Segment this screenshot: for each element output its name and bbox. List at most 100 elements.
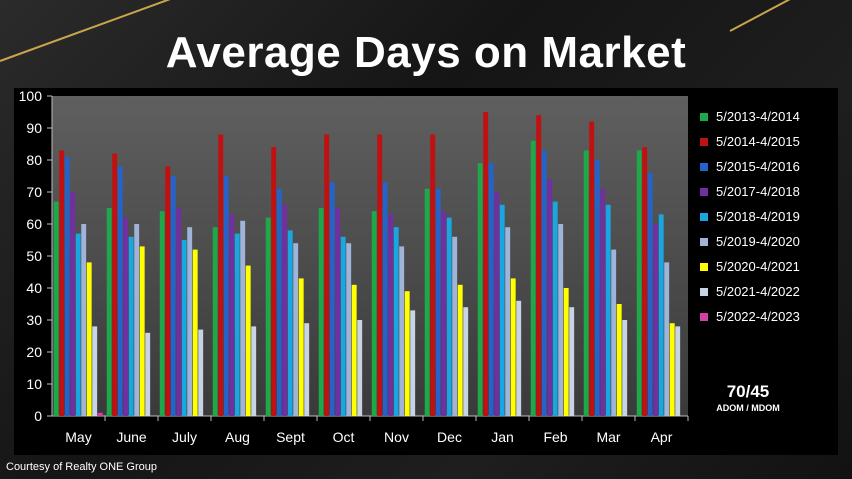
bar-june-series-1 bbox=[106, 208, 112, 416]
x-tick-label: July bbox=[172, 429, 197, 445]
y-tick-label: 80 bbox=[26, 152, 42, 168]
x-tick-label: Mar bbox=[596, 429, 620, 445]
bar-apr-series-3 bbox=[647, 172, 653, 416]
legend-label: 5/2018-4/2019 bbox=[716, 209, 800, 224]
y-tick-label: 30 bbox=[26, 312, 42, 328]
chart-legend: 5/2013-4/2014 5/2014-4/2015 5/2015-4/2016 5… bbox=[700, 104, 836, 329]
bar-oct-series-3 bbox=[329, 182, 335, 416]
bar-sept-series-6 bbox=[293, 243, 299, 416]
legend-item: 5/2013-4/2014 bbox=[700, 104, 836, 129]
bar-nov-series-2 bbox=[377, 134, 383, 416]
legend-label: 5/2014-4/2015 bbox=[716, 134, 800, 149]
x-tick-label: June bbox=[116, 429, 147, 445]
bar-june-series-8 bbox=[145, 332, 151, 416]
x-tick-label: Feb bbox=[543, 429, 567, 445]
bar-may-series-7 bbox=[86, 262, 92, 416]
bar-dec-series-7 bbox=[457, 284, 463, 416]
legend-swatch bbox=[700, 287, 708, 296]
bar-apr-series-4 bbox=[653, 224, 659, 416]
bar-oct-series-8 bbox=[357, 320, 363, 416]
bar-mar-series-4 bbox=[600, 188, 606, 416]
bar-jan-series-7 bbox=[510, 278, 516, 416]
bar-june-series-6 bbox=[134, 224, 140, 416]
bar-june-series-7 bbox=[139, 246, 145, 416]
bar-july-series-7 bbox=[192, 249, 198, 416]
legend-label: 5/2021-4/2022 bbox=[716, 284, 800, 299]
bar-sept-series-1 bbox=[265, 217, 271, 416]
adom-mdom-annotation: 70/45 ADOM / MDOM bbox=[708, 382, 788, 413]
bar-may-series-1 bbox=[53, 201, 59, 416]
bar-sept-series-3 bbox=[276, 188, 282, 416]
bar-oct-series-5 bbox=[340, 236, 346, 416]
bar-mar-series-6 bbox=[611, 249, 617, 416]
bar-dec-series-4 bbox=[441, 211, 447, 416]
bar-apr-series-5 bbox=[658, 214, 664, 416]
bar-july-series-6 bbox=[187, 227, 193, 416]
bar-feb-series-5 bbox=[552, 201, 558, 416]
legend-item: 5/2021-4/2022 bbox=[700, 279, 836, 304]
bar-may-series-4 bbox=[70, 192, 76, 416]
bar-jan-series-1 bbox=[477, 163, 483, 416]
y-tick-label: 100 bbox=[19, 88, 43, 104]
bar-oct-series-2 bbox=[324, 134, 330, 416]
legend-swatch bbox=[700, 237, 708, 246]
bar-jan-series-6 bbox=[505, 227, 511, 416]
bar-may-series-3 bbox=[64, 156, 70, 417]
bar-apr-series-2 bbox=[642, 147, 648, 416]
bar-dec-series-2 bbox=[430, 134, 436, 416]
legend-item: 5/2014-4/2015 bbox=[700, 129, 836, 154]
y-tick-label: 20 bbox=[26, 344, 42, 360]
bar-feb-series-2 bbox=[536, 115, 542, 416]
legend-item: 5/2020-4/2021 bbox=[700, 254, 836, 279]
bar-july-series-4 bbox=[176, 208, 182, 416]
bar-sept-series-2 bbox=[271, 147, 277, 416]
bar-dec-series-8 bbox=[463, 307, 469, 416]
bar-oct-series-7 bbox=[351, 284, 357, 416]
page-title: Average Days on Market bbox=[165, 28, 687, 77]
y-tick-label: 50 bbox=[26, 248, 42, 264]
bar-may-series-2 bbox=[59, 150, 65, 416]
legend-label: 5/2013-4/2014 bbox=[716, 109, 800, 124]
bar-may-series-6 bbox=[81, 224, 87, 416]
legend-swatch bbox=[700, 162, 708, 171]
bar-dec-series-6 bbox=[452, 236, 458, 416]
bar-dec-series-5 bbox=[446, 217, 452, 416]
y-tick-label: 60 bbox=[26, 216, 42, 232]
legend-item: 5/2022-4/2023 bbox=[700, 304, 836, 329]
legend-swatch bbox=[700, 137, 708, 146]
bar-oct-series-4 bbox=[335, 208, 341, 416]
bar-aug-series-5 bbox=[234, 233, 240, 416]
bar-nov-series-8 bbox=[410, 310, 416, 416]
legend-label: 5/2019-4/2020 bbox=[716, 234, 800, 249]
bar-sept-series-5 bbox=[287, 230, 293, 416]
y-tick-label: 90 bbox=[26, 120, 42, 136]
bar-sept-series-7 bbox=[298, 278, 304, 416]
bar-aug-series-7 bbox=[245, 265, 251, 416]
legend-item: 5/2018-4/2019 bbox=[700, 204, 836, 229]
legend-label: 5/2020-4/2021 bbox=[716, 259, 800, 274]
bar-mar-series-3 bbox=[594, 160, 600, 416]
bar-dec-series-3 bbox=[435, 188, 441, 416]
bar-mar-series-7 bbox=[616, 304, 622, 416]
bar-may-series-5 bbox=[75, 233, 81, 416]
x-tick-label: Apr bbox=[651, 429, 673, 445]
bar-mar-series-5 bbox=[605, 204, 611, 416]
y-tick-label: 40 bbox=[26, 280, 42, 296]
bar-apr-series-6 bbox=[664, 262, 670, 416]
bar-mar-series-2 bbox=[589, 121, 595, 416]
bar-oct-series-1 bbox=[318, 208, 324, 416]
bar-nov-series-6 bbox=[399, 246, 405, 416]
legend-swatch bbox=[700, 262, 708, 271]
bar-nov-series-3 bbox=[382, 182, 388, 416]
legend-label: 5/2015-4/2016 bbox=[716, 159, 800, 174]
bar-aug-series-6 bbox=[240, 220, 246, 416]
bar-june-series-5 bbox=[128, 236, 134, 416]
bar-jan-series-5 bbox=[499, 204, 505, 416]
legend-label: 5/2022-4/2023 bbox=[716, 309, 800, 324]
bar-apr-series-8 bbox=[675, 326, 681, 416]
bar-feb-series-6 bbox=[558, 224, 564, 416]
bar-july-series-8 bbox=[198, 329, 204, 416]
bar-july-series-2 bbox=[165, 166, 171, 416]
bar-feb-series-3 bbox=[541, 150, 547, 416]
legend-swatch bbox=[700, 212, 708, 221]
